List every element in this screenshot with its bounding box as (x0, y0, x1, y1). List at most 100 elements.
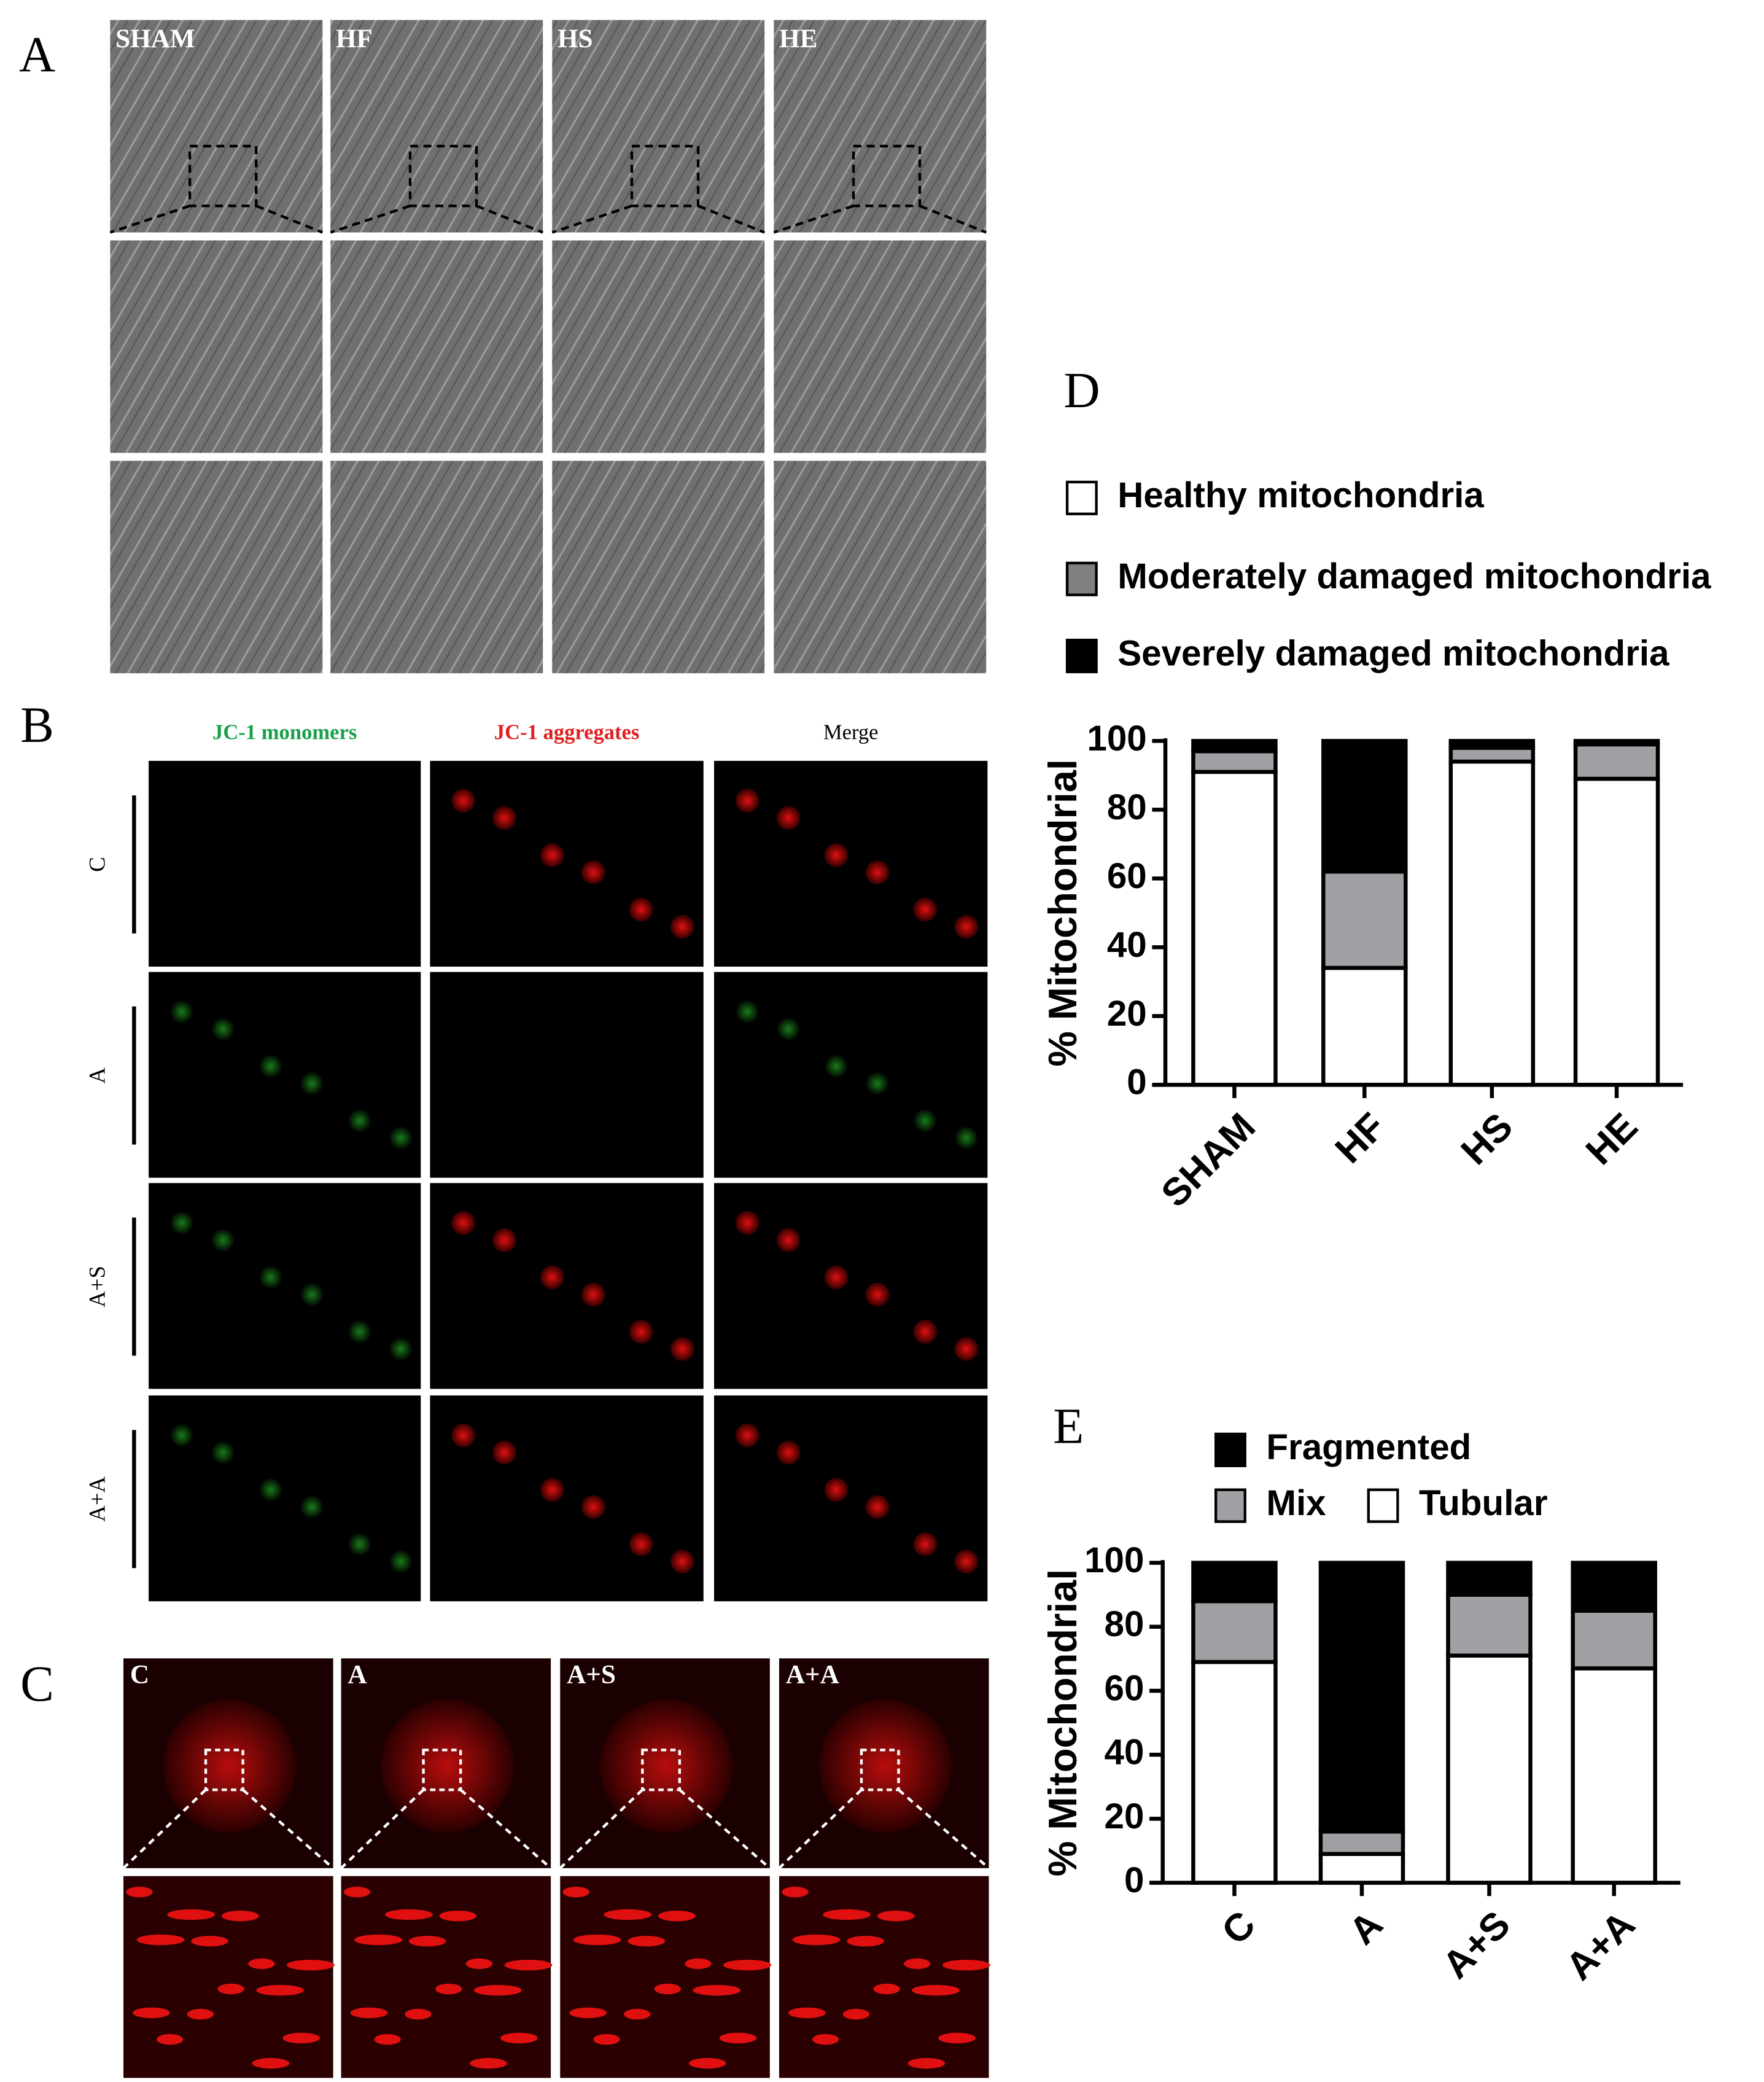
mito (354, 1934, 403, 1946)
y-tick-label: 40 (1105, 1733, 1144, 1772)
x-tick-label: HS (1453, 1105, 1521, 1173)
bar-segment (1318, 1852, 1405, 1885)
fluorescence-image (149, 1395, 421, 1602)
y-tick-label: 60 (1105, 1668, 1144, 1708)
y-tick-label: 80 (1107, 787, 1147, 827)
zoom-line (109, 205, 190, 234)
zoom-line (919, 205, 987, 234)
zoom-box (860, 1749, 900, 1792)
bar-segment (1191, 739, 1278, 754)
cell (629, 897, 653, 922)
y-tick-label: 20 (1107, 994, 1147, 1034)
mito (252, 2057, 290, 2069)
mito (405, 2008, 432, 2020)
y-tick-label: 0 (1124, 1860, 1144, 1900)
cell (776, 806, 801, 830)
legend-swatch (1065, 561, 1098, 596)
mito (624, 2008, 651, 2020)
cell (381, 1699, 514, 1833)
micrograph-label: HF (336, 24, 373, 53)
cell (954, 1549, 979, 1573)
row-label: A+S (85, 1266, 110, 1308)
mito (719, 2032, 757, 2044)
mito (374, 2034, 401, 2045)
micrograph (110, 461, 323, 674)
cell (824, 1265, 849, 1290)
cell (492, 1440, 516, 1465)
y-tick-label: 20 (1105, 1796, 1144, 1836)
micrograph (330, 461, 543, 674)
mito (191, 1936, 228, 1947)
row-label: A (85, 1067, 110, 1083)
cell (670, 1549, 694, 1573)
mito (847, 1936, 884, 1947)
column-header: JC-1 aggregates (494, 721, 640, 744)
cell (865, 1495, 890, 1519)
zoom-line (459, 1788, 552, 1870)
micrograph-label: HE (779, 24, 817, 53)
bar-segment (1191, 1561, 1278, 1604)
legend-label: Severely damaged mitochondria (1117, 634, 1669, 674)
mito (812, 2034, 839, 2045)
cell (670, 1337, 694, 1361)
mito (912, 1985, 960, 1996)
mito (350, 2007, 388, 2019)
bar-segment (1448, 759, 1536, 1087)
cell (258, 1478, 283, 1502)
cell (540, 1478, 564, 1502)
cell (776, 1228, 801, 1252)
mito (688, 2057, 726, 2069)
mito (723, 1959, 771, 1971)
legend-swatch (1065, 480, 1098, 515)
cell (163, 1699, 297, 1833)
fluorescence-image (149, 1183, 421, 1389)
bar-segment (1318, 1561, 1405, 1834)
bar-segment (1191, 749, 1278, 774)
bar-segment (1448, 739, 1536, 750)
mito (842, 2008, 869, 2020)
y-axis-label: % Mitochondrial (1040, 1569, 1085, 1877)
cell (600, 1699, 733, 1833)
micrograph-label: SHAM (115, 24, 195, 53)
cell (451, 1211, 475, 1235)
bar-segment (1448, 746, 1536, 764)
zoom-box (422, 1749, 462, 1792)
cell (211, 1440, 235, 1465)
mito (384, 1909, 433, 1920)
bar-segment (1191, 1599, 1278, 1664)
bar-segment (1318, 1829, 1405, 1856)
mito (343, 1887, 371, 1898)
x-tick-label: A+A (1558, 1903, 1643, 1988)
zoom-box (408, 144, 478, 208)
micrograph-label: A+A (786, 1659, 839, 1689)
cell (348, 1319, 372, 1344)
bar-segment (1321, 739, 1408, 874)
mito (217, 1983, 244, 1995)
legend-label: Fragmented (1266, 1427, 1471, 1467)
micrograph (774, 240, 987, 453)
mito (473, 1985, 522, 1996)
y-tick-label: 80 (1105, 1604, 1144, 1644)
cell (451, 789, 475, 813)
mito-zoom (123, 1876, 333, 2078)
mito (408, 1936, 446, 1947)
micrograph (552, 461, 765, 674)
mito (593, 2034, 620, 2045)
cell (300, 1282, 324, 1307)
mito (877, 1910, 915, 1922)
mito (126, 1887, 153, 1898)
mito (435, 1983, 462, 1995)
x-tick-label: A (1341, 1903, 1391, 1953)
zoom-box (204, 1749, 244, 1792)
mito (658, 1910, 696, 1922)
bar-segment (1571, 1561, 1657, 1613)
legend-label: Moderately damaged mitochondria (1117, 556, 1711, 596)
bar-segment (1571, 1666, 1657, 1885)
zoom-box (641, 1749, 681, 1792)
cell (169, 1211, 194, 1235)
cell (824, 1478, 849, 1502)
micrograph-label: HS (558, 24, 593, 53)
cell (348, 1109, 372, 1133)
